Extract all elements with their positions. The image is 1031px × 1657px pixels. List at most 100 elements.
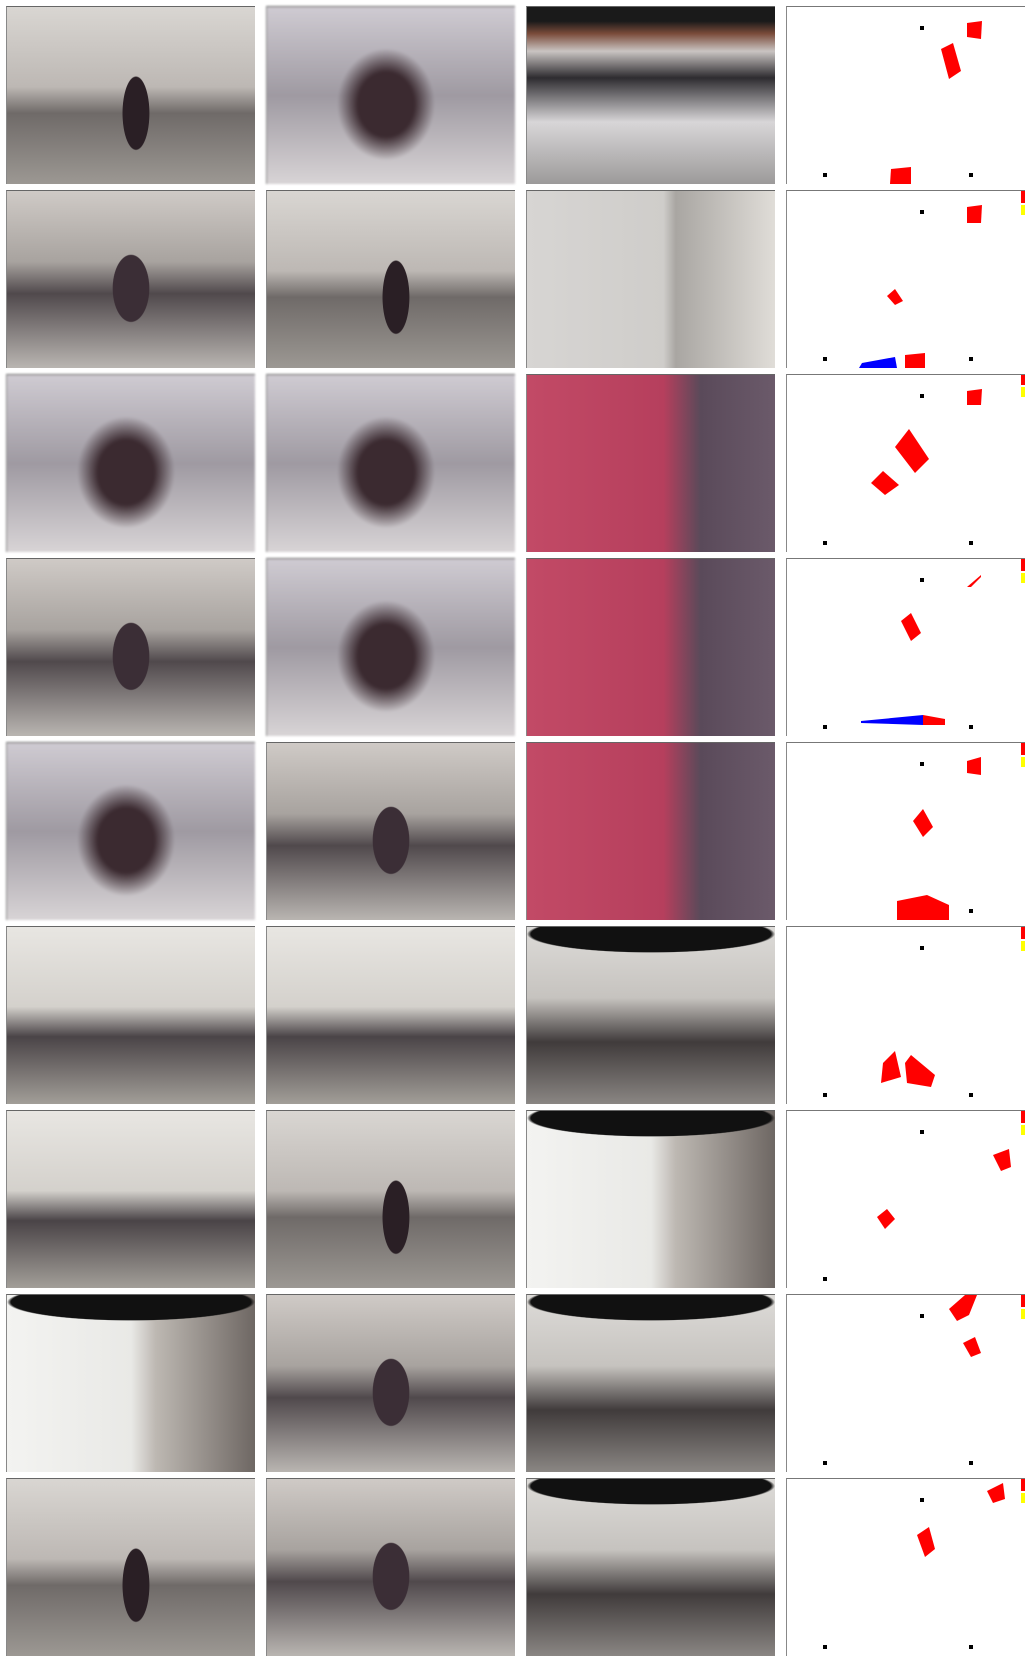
marker [920, 762, 924, 766]
cell-r2-c1 [0, 184, 260, 368]
cell-r6-c3 [520, 920, 780, 1104]
detection-region [993, 1149, 1011, 1171]
cell-r2-c2 [260, 184, 520, 368]
edge-tag [1021, 559, 1025, 571]
edge-tag [1021, 1111, 1025, 1123]
detection-region [941, 43, 961, 79]
cell-r4-c4 [780, 552, 1031, 736]
detection-region [890, 167, 911, 184]
detection-region [967, 757, 981, 775]
camera-frame [266, 374, 515, 552]
camera-frame [6, 926, 255, 1104]
occupancy-map [786, 926, 1025, 1104]
camera-frame [6, 1478, 255, 1656]
cell-r2-c3 [520, 184, 780, 368]
camera-frame [6, 374, 255, 552]
edge-tag [1021, 205, 1025, 215]
edge-tag [1021, 743, 1025, 755]
marker [920, 210, 924, 214]
edge-tag [1021, 757, 1025, 767]
detection-region [967, 575, 981, 587]
cell-r3-c3 [520, 368, 780, 552]
camera-frame [266, 1478, 515, 1656]
cell-r1-c1 [0, 0, 260, 184]
edge-tag [1021, 1309, 1025, 1319]
camera-frame [266, 926, 515, 1104]
edge-tag [1021, 1493, 1025, 1503]
cell-r5-c1 [0, 736, 260, 920]
detection-region [917, 1527, 935, 1557]
detection-region [871, 471, 899, 495]
marker [969, 357, 973, 361]
camera-frame [266, 742, 515, 920]
edge-tag [1021, 1479, 1025, 1491]
camera-frame [6, 558, 255, 736]
marker [920, 26, 924, 30]
occupancy-map [786, 742, 1025, 920]
cell-r8-c3 [520, 1288, 780, 1472]
camera-frame [6, 1294, 255, 1472]
marker [920, 394, 924, 398]
cell-r5-c2 [260, 736, 520, 920]
camera-frame [266, 558, 515, 736]
detection-region [949, 1295, 977, 1321]
cell-r3-c1 [0, 368, 260, 552]
occupancy-map [786, 558, 1025, 736]
marker [920, 946, 924, 950]
cell-r7-c4 [780, 1104, 1031, 1288]
marker [823, 541, 827, 545]
camera-frame [526, 558, 775, 736]
cell-r6-c2 [260, 920, 520, 1104]
edge-tag [1021, 941, 1025, 951]
detection-region [901, 613, 921, 641]
camera-frame [526, 1294, 775, 1472]
cell-r3-c4 [780, 368, 1031, 552]
camera-frame [526, 6, 775, 184]
detection-region [967, 205, 982, 223]
edge-tag [1021, 573, 1025, 583]
marker [969, 541, 973, 545]
marker [969, 173, 973, 177]
marker [969, 909, 973, 913]
camera-frame [6, 190, 255, 368]
marker [920, 1314, 924, 1318]
cell-r7-c1 [0, 1104, 260, 1288]
cell-r7-c2 [260, 1104, 520, 1288]
occupancy-map [786, 190, 1025, 368]
marker [823, 357, 827, 361]
occupancy-map [786, 374, 1025, 552]
cell-r1-c4 [780, 0, 1031, 184]
cell-r8-c2 [260, 1288, 520, 1472]
camera-frame [526, 1110, 775, 1288]
edge-tag [1021, 387, 1025, 397]
marker [969, 1093, 973, 1097]
detection-region [895, 429, 929, 473]
cell-r4-c3 [520, 552, 780, 736]
cell-r9-c2 [260, 1472, 520, 1656]
cell-r1-c2 [260, 0, 520, 184]
alt-region [861, 715, 923, 725]
detection-region [963, 1337, 981, 1357]
detection-region [967, 389, 982, 405]
detection-region [905, 1055, 935, 1087]
camera-frame [526, 742, 775, 920]
marker [823, 1645, 827, 1649]
camera-frame [526, 190, 775, 368]
edge-tag [1021, 191, 1025, 203]
detection-region [887, 289, 903, 305]
detection-region [905, 353, 925, 368]
detection-region [881, 1051, 901, 1083]
cell-r9-c3 [520, 1472, 780, 1656]
cell-r6-c1 [0, 920, 260, 1104]
cell-r8-c4 [780, 1288, 1031, 1472]
edge-tag [1021, 1295, 1025, 1307]
cell-r3-c2 [260, 368, 520, 552]
marker [823, 1093, 827, 1097]
detection-region [923, 715, 945, 725]
occupancy-map [786, 6, 1025, 184]
marker [920, 1130, 924, 1134]
cell-r9-c1 [0, 1472, 260, 1656]
edge-tag [1021, 1125, 1025, 1135]
detection-region [967, 21, 982, 39]
